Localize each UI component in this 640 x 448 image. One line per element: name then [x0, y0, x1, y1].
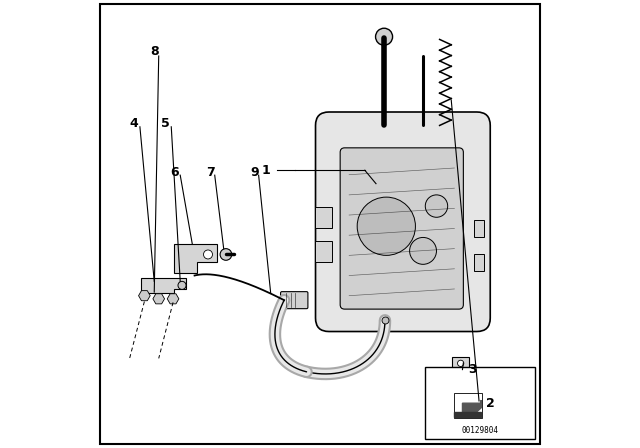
- Text: 2: 2: [486, 396, 495, 410]
- Circle shape: [204, 250, 212, 259]
- Circle shape: [220, 249, 232, 260]
- Circle shape: [357, 197, 415, 255]
- Text: 1: 1: [262, 164, 271, 177]
- Bar: [315, 207, 332, 228]
- FancyBboxPatch shape: [280, 292, 308, 309]
- FancyBboxPatch shape: [454, 393, 482, 418]
- Text: 00129804: 00129804: [461, 426, 499, 435]
- Text: 9: 9: [251, 166, 259, 179]
- Circle shape: [410, 237, 436, 264]
- Text: 4: 4: [130, 116, 138, 130]
- Text: 5: 5: [161, 116, 170, 130]
- Text: 8: 8: [150, 45, 159, 58]
- Text: 3: 3: [468, 363, 477, 376]
- FancyBboxPatch shape: [316, 112, 490, 332]
- Circle shape: [458, 360, 464, 366]
- Bar: [474, 220, 484, 237]
- Bar: [474, 254, 484, 271]
- Polygon shape: [454, 412, 481, 417]
- Bar: [452, 357, 469, 370]
- Polygon shape: [463, 400, 481, 414]
- Bar: [425, 367, 535, 439]
- Circle shape: [376, 28, 392, 45]
- Text: 7: 7: [206, 166, 214, 179]
- Text: 6: 6: [170, 166, 179, 179]
- Circle shape: [426, 195, 448, 217]
- FancyBboxPatch shape: [340, 148, 463, 309]
- Circle shape: [178, 281, 186, 289]
- Polygon shape: [141, 278, 186, 293]
- Polygon shape: [174, 244, 217, 273]
- Bar: [315, 241, 332, 262]
